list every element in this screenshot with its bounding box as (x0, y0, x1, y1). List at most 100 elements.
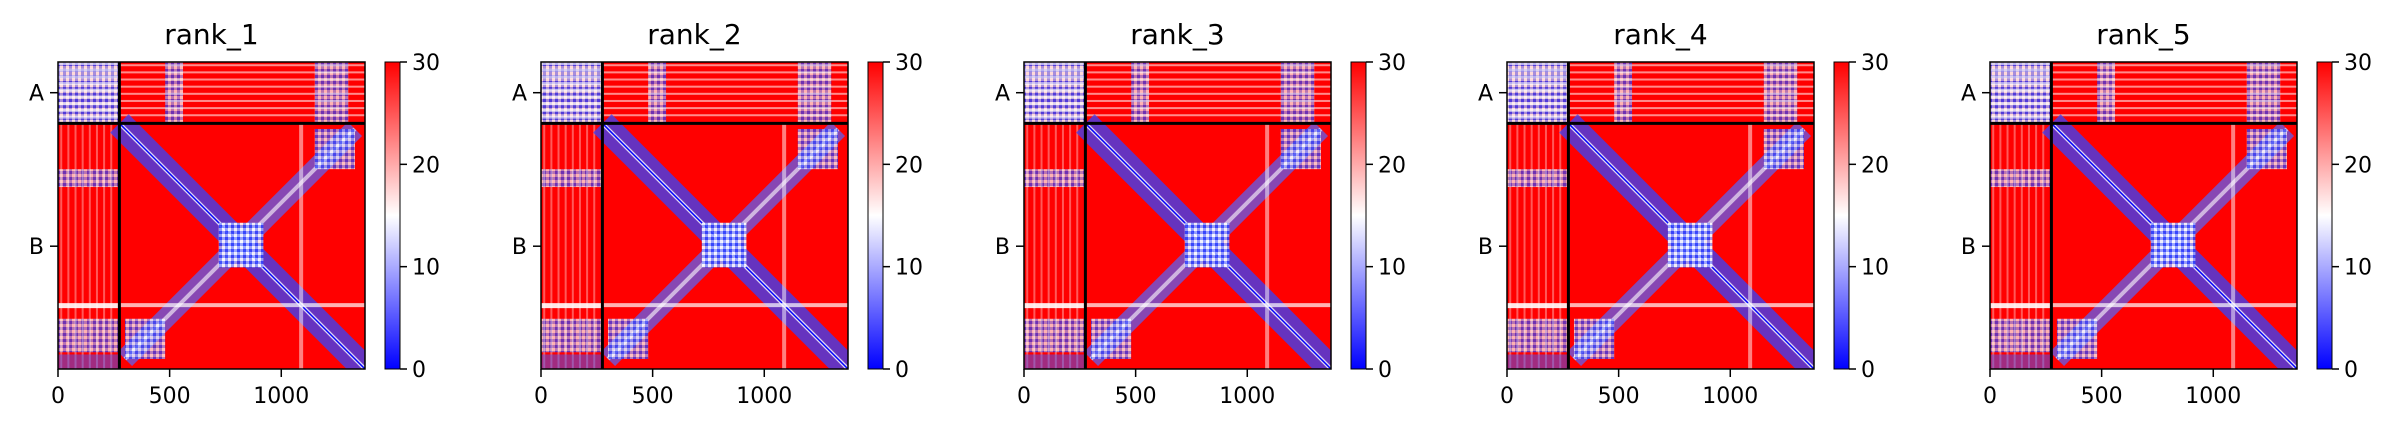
colorbar-tick-label: 30 (1378, 51, 1406, 76)
colorbar-tick-label: 20 (895, 153, 923, 178)
chain-label: A (1478, 82, 1493, 107)
contact-A-B (1763, 62, 1798, 124)
chain-label: B (29, 235, 44, 260)
colorbar: 0 10 20 30 (867, 51, 923, 383)
heatmap-cells (1024, 62, 1331, 369)
colorbar: 0 10 20 30 (1350, 51, 1406, 383)
contact-A-B (2097, 62, 2116, 124)
contact-A-B (648, 62, 667, 124)
colorbar-tick-label: 0 (1378, 358, 1392, 383)
colorbar: 0 10 20 30 (384, 51, 440, 383)
heatmap-cells (541, 62, 848, 369)
colorbar-tick-label: 20 (1378, 153, 1406, 178)
plot-frame (1023, 61, 1332, 370)
contact-B-A (1990, 169, 2052, 188)
contact-A-B (165, 62, 184, 124)
block-A-A (1024, 62, 1086, 124)
panel-title: rank_2 (647, 18, 741, 51)
colorbar-tick-label: 0 (2344, 358, 2358, 383)
x-tick-label: 0 (51, 384, 65, 409)
plot-frame (540, 61, 849, 370)
colorbar-tick-label: 20 (412, 153, 440, 178)
contact-B-A (1024, 169, 1086, 188)
x-tick-label: 500 (1115, 384, 1157, 409)
colorbar-tick-label: 20 (1861, 153, 1889, 178)
x-tick-label: 1000 (2185, 384, 2241, 409)
x-tick-label: 0 (1500, 384, 1514, 409)
x-tick-label: 1000 (253, 384, 309, 409)
central-block (701, 222, 747, 268)
contact-B-A (1507, 169, 1569, 188)
central-block (1667, 222, 1713, 268)
contact-B-A (58, 318, 120, 353)
contact-B-A (1024, 318, 1086, 353)
colorbar: 0 10 20 30 (1833, 51, 1889, 383)
corner-block-bottom-left (1090, 318, 1132, 359)
block-A-A (541, 62, 603, 124)
chain-label: B (512, 235, 527, 260)
corner-block-bottom-left (1573, 318, 1615, 359)
corner-block-top-right (1763, 128, 1804, 170)
colorbar-tick-label: 10 (412, 256, 440, 281)
colorbar-tick-label: 0 (1861, 358, 1875, 383)
plot-frame (1506, 61, 1815, 370)
colorbar-tick-label: 10 (2344, 256, 2372, 281)
corner-block-bottom-left (2056, 318, 2098, 359)
x-tick-label: 500 (149, 384, 191, 409)
colorbar: 0 10 20 30 (2316, 51, 2372, 383)
contact-A-B (1280, 62, 1315, 124)
x-tick-label: 1000 (1702, 384, 1758, 409)
contact-A-B (1131, 62, 1150, 124)
corner-block-top-right (2246, 128, 2287, 170)
chain-label: A (995, 82, 1010, 107)
contact-A-B (1614, 62, 1633, 124)
chain-label: A (29, 82, 44, 107)
contact-A-B (2246, 62, 2281, 124)
colorbar-tick-label: 10 (895, 256, 923, 281)
contact-B-A (541, 318, 603, 353)
block-A-A (1990, 62, 2052, 124)
panel-1: rank_1 A B 0 500 1000 0 10 20 30 (29, 18, 440, 409)
chain-label: A (1961, 82, 1976, 107)
corner-block-bottom-left (607, 318, 649, 359)
panel-title: rank_1 (164, 18, 258, 51)
chain-label: B (1478, 235, 1493, 260)
plot-frame (57, 61, 366, 370)
block-A-A (58, 62, 120, 124)
x-tick-label: 0 (1983, 384, 1997, 409)
x-tick-label: 500 (632, 384, 674, 409)
central-block (218, 222, 264, 268)
contact-B-A (1990, 318, 2052, 353)
x-tick-label: 0 (1017, 384, 1031, 409)
panel-2: rank_2 A B 0 500 1000 0 10 20 30 (512, 18, 923, 409)
chain-label: A (512, 82, 527, 107)
panel-4: rank_4 A B 0 500 1000 0 10 20 30 (1478, 18, 1889, 409)
heatmap-cells (58, 62, 365, 369)
corner-block-top-right (314, 128, 355, 170)
x-tick-label: 1000 (736, 384, 792, 409)
plot-frame (1989, 61, 2298, 370)
x-tick-label: 1000 (1219, 384, 1275, 409)
panel-title: rank_3 (1130, 18, 1224, 51)
central-block (1184, 222, 1230, 268)
x-tick-label: 500 (1598, 384, 1640, 409)
corner-block-top-right (1280, 128, 1321, 170)
panel-title: rank_5 (2096, 18, 2190, 51)
colorbar-tick-label: 30 (895, 51, 923, 76)
colorbar-tick-label: 20 (2344, 153, 2372, 178)
contact-B-A (58, 169, 120, 188)
contact-B-A (1507, 318, 1569, 353)
central-block (2150, 222, 2196, 268)
contact-A-B (314, 62, 349, 124)
colorbar-tick-label: 0 (412, 358, 426, 383)
x-tick-label: 500 (2081, 384, 2123, 409)
x-tick-label: 0 (534, 384, 548, 409)
chain-label: B (1961, 235, 1976, 260)
contact-B-A (541, 169, 603, 188)
chain-label: B (995, 235, 1010, 260)
block-A-A (1507, 62, 1569, 124)
panel-5: rank_5 A B 0 500 1000 0 10 20 30 (1961, 18, 2372, 409)
colorbar-tick-label: 30 (1861, 51, 1889, 76)
corner-block-top-right (797, 128, 838, 170)
